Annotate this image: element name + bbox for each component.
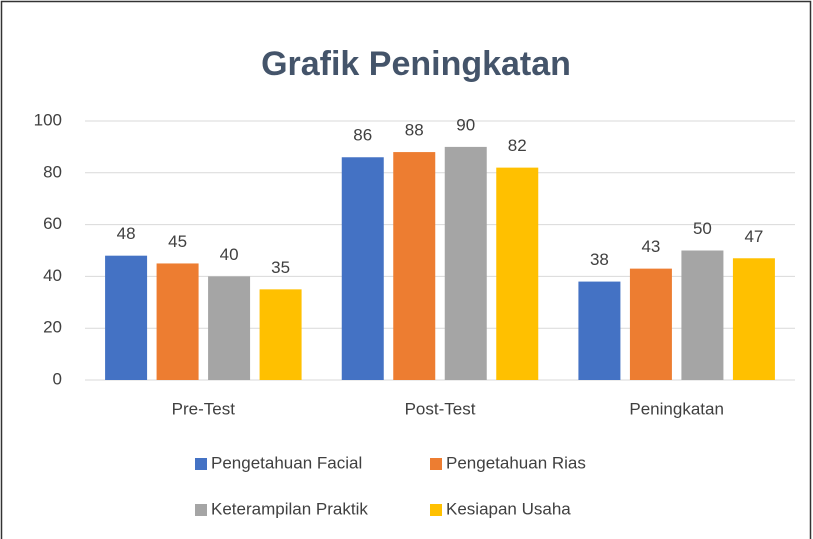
data-label: 45	[168, 232, 187, 251]
bar	[259, 289, 302, 380]
data-label: 88	[405, 121, 424, 140]
bar	[444, 146, 487, 380]
bar	[732, 258, 775, 380]
legend-swatch	[195, 458, 207, 470]
data-label: 48	[117, 224, 136, 243]
data-label: 82	[508, 136, 527, 155]
data-label: 47	[744, 227, 763, 246]
data-label: 35	[271, 258, 290, 277]
bar	[393, 152, 436, 380]
legend-swatch	[430, 458, 442, 470]
y-tick-label: 80	[43, 162, 62, 181]
x-tick-label: Peningkatan	[629, 399, 724, 418]
data-label: 38	[590, 250, 609, 269]
bar	[578, 281, 621, 380]
y-tick-label: 40	[43, 266, 62, 285]
data-label: 90	[456, 115, 475, 134]
y-tick-label: 60	[43, 214, 62, 233]
bar	[629, 268, 672, 380]
data-label: 40	[220, 245, 239, 264]
y-tick-label: 0	[53, 369, 62, 388]
bar	[105, 255, 148, 380]
bar	[681, 250, 724, 380]
legend-label: Kesiapan Usaha	[446, 499, 571, 518]
bar	[208, 276, 251, 380]
y-tick-label: 20	[43, 318, 62, 337]
legend-swatch	[195, 504, 207, 516]
data-label: 86	[353, 126, 372, 145]
legend-label: Pengetahuan Rias	[446, 453, 586, 472]
legend-swatch	[430, 504, 442, 516]
y-tick-label: 100	[34, 110, 62, 129]
legend-label: Keterampilan Praktik	[211, 499, 368, 518]
x-tick-label: Pre-Test	[172, 399, 236, 418]
bar	[341, 157, 384, 380]
legend-label: Pengetahuan Facial	[211, 453, 362, 472]
data-label: 43	[641, 237, 660, 256]
data-label: 50	[693, 219, 712, 238]
bar	[496, 167, 539, 380]
x-tick-label: Post-Test	[405, 399, 476, 418]
bar	[156, 263, 199, 380]
chart-title: Grafik Peningkatan	[261, 45, 571, 83]
